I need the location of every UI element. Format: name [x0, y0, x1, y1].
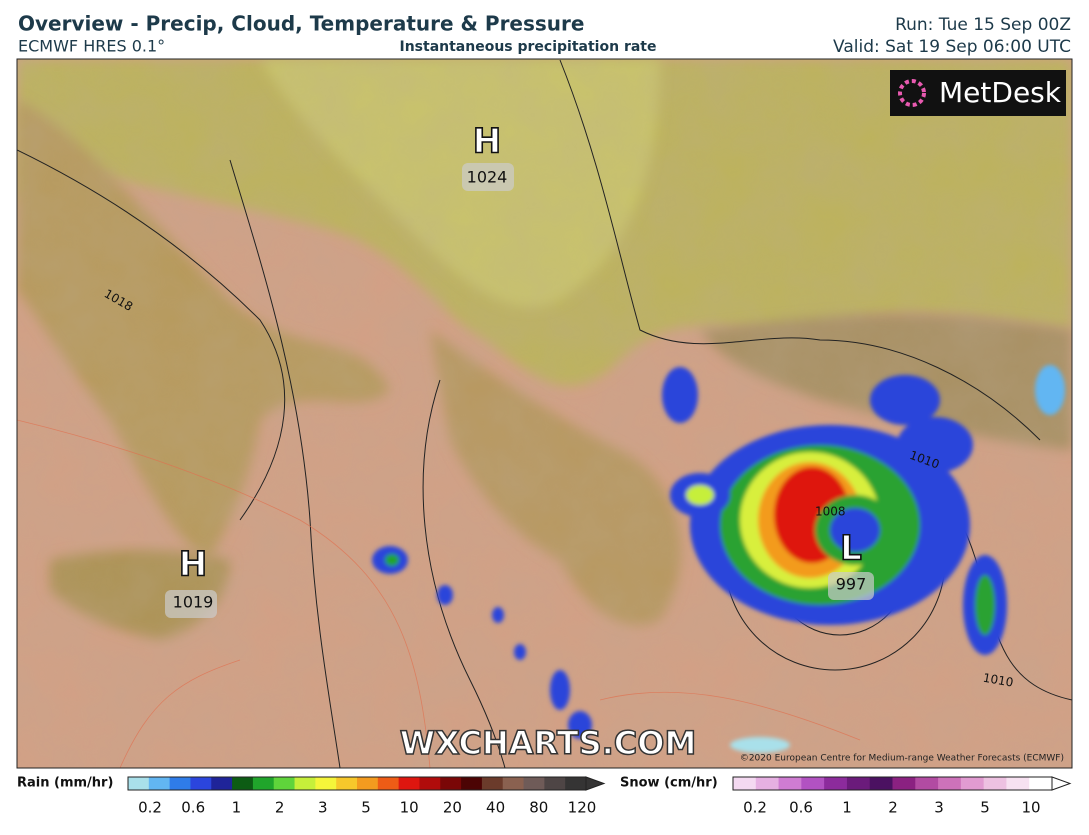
legend-swatch — [892, 777, 916, 790]
legend-tick: 10 — [400, 799, 419, 817]
legend-swatch — [733, 777, 757, 790]
legend-swatch — [315, 777, 337, 790]
legend-swatch — [755, 777, 780, 790]
legend-tick: 0.6 — [181, 799, 205, 817]
legend-swatch — [502, 777, 525, 790]
copyright: ©2020 European Centre for Medium-range W… — [740, 754, 1064, 764]
model: ECMWF HRES 0.1° — [18, 37, 165, 56]
legend-swatch — [544, 777, 566, 790]
brand: MetDesk — [939, 76, 1062, 109]
legend-swatch — [357, 777, 379, 790]
legend-tick: 120 — [568, 799, 597, 817]
legend-tick: 10 — [1021, 799, 1040, 817]
legend-swatch — [232, 777, 254, 790]
map: H 1024 H 1019 L 997 1018 1010 1008 1010 … — [17, 59, 1072, 768]
legend-tick: 1 — [232, 799, 242, 817]
center-pressure: 1019 — [173, 593, 214, 612]
legend-swatch — [983, 777, 1007, 790]
center-symbol: H — [473, 122, 501, 162]
legend-swatch — [336, 777, 358, 790]
legend-swatch — [915, 777, 939, 790]
legend-swatch — [960, 777, 985, 790]
isobar-label: 1008 — [815, 505, 846, 519]
legend-swatch — [824, 777, 848, 790]
legend-tick: 2 — [275, 799, 285, 817]
legend-swatch — [1006, 777, 1030, 790]
center-symbol: L — [840, 529, 862, 569]
legend-tick: 2 — [888, 799, 898, 817]
title: Overview - Precip, Cloud, Temperature & … — [18, 12, 584, 36]
map-frame — [16, 58, 1073, 769]
legend-label: Snow (cm/hr) — [620, 776, 718, 791]
legend-swatch — [869, 777, 893, 790]
field: Instantaneous precipitation rate — [400, 39, 657, 55]
legend-tick: 3 — [318, 799, 328, 817]
legend-swatch — [461, 777, 483, 790]
legend-swatch — [565, 777, 587, 790]
isobar-label: 1010 — [982, 671, 1015, 690]
legend-tick: 5 — [980, 799, 990, 817]
run: Run: Tue 15 Sep 00Z — [895, 15, 1071, 35]
legend-tick: 5 — [361, 799, 371, 817]
center-pressure: 1024 — [467, 168, 508, 187]
legend-swatch — [1029, 777, 1053, 790]
legend-swatch — [778, 777, 802, 790]
center-pressure: 997 — [836, 575, 867, 594]
legend-swatch — [419, 777, 441, 790]
center-symbol: H — [179, 545, 207, 585]
legend-tick: 80 — [529, 799, 548, 817]
legend-swatch — [294, 777, 316, 790]
legend-swatch — [398, 777, 420, 790]
legend-swatch — [481, 777, 504, 790]
legend-swatch — [128, 777, 150, 790]
legend-swatch — [211, 777, 233, 790]
legend-swatch — [801, 777, 825, 790]
legend-label: Rain (mm/hr) — [17, 776, 113, 791]
legend-tick: 40 — [486, 799, 505, 817]
legend-arrow — [1051, 776, 1072, 791]
legend-swatch — [440, 777, 462, 790]
legend-swatch — [252, 777, 275, 790]
legend-arrow — [585, 776, 606, 791]
legend-swatch — [273, 777, 296, 790]
storm — [372, 365, 1065, 753]
legend-swatch — [169, 777, 191, 790]
legend-tick: 0.2 — [138, 799, 162, 817]
legend-tick: 0.6 — [789, 799, 813, 817]
legend-swatch — [846, 777, 871, 790]
legend-swatch — [523, 777, 545, 790]
watermark: WXCHARTS.COM — [400, 724, 697, 762]
legend-tick: 20 — [443, 799, 462, 817]
legends: 0.2 0.6 1 2 3 5 10 20 40 80 120 0.2 0.6 1 2 3 5 10 — [127, 776, 1072, 817]
legend-swatch — [938, 777, 962, 790]
valid: Valid: Sat 19 Sep 06:00 UTC — [833, 37, 1071, 57]
legend-swatch — [190, 777, 212, 790]
legend-swatch — [377, 777, 400, 790]
legend-swatch — [148, 777, 171, 790]
legend-tick: 1 — [842, 799, 852, 817]
brand-logo: MetDesk — [890, 70, 1066, 116]
legend-tick: 0.2 — [743, 799, 767, 817]
legend-tick: 3 — [934, 799, 944, 817]
